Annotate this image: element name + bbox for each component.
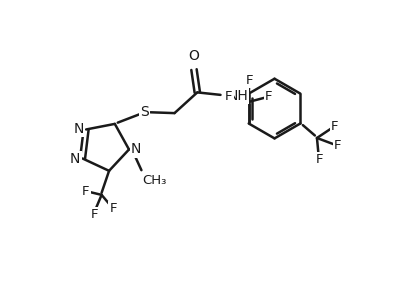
Text: F: F xyxy=(110,202,117,215)
Text: F: F xyxy=(246,74,253,87)
Text: F: F xyxy=(225,91,233,103)
Text: F: F xyxy=(334,139,341,152)
Text: F: F xyxy=(82,185,89,198)
Text: F: F xyxy=(265,91,272,103)
Text: N: N xyxy=(70,152,81,166)
Text: F: F xyxy=(331,120,338,133)
Text: O: O xyxy=(189,49,200,63)
Text: N: N xyxy=(74,122,84,136)
Text: F: F xyxy=(315,153,323,166)
Text: F: F xyxy=(90,208,98,221)
Text: N: N xyxy=(131,143,142,157)
Text: CH₃: CH₃ xyxy=(143,174,167,187)
Text: NH: NH xyxy=(227,89,248,103)
Text: S: S xyxy=(140,105,149,119)
